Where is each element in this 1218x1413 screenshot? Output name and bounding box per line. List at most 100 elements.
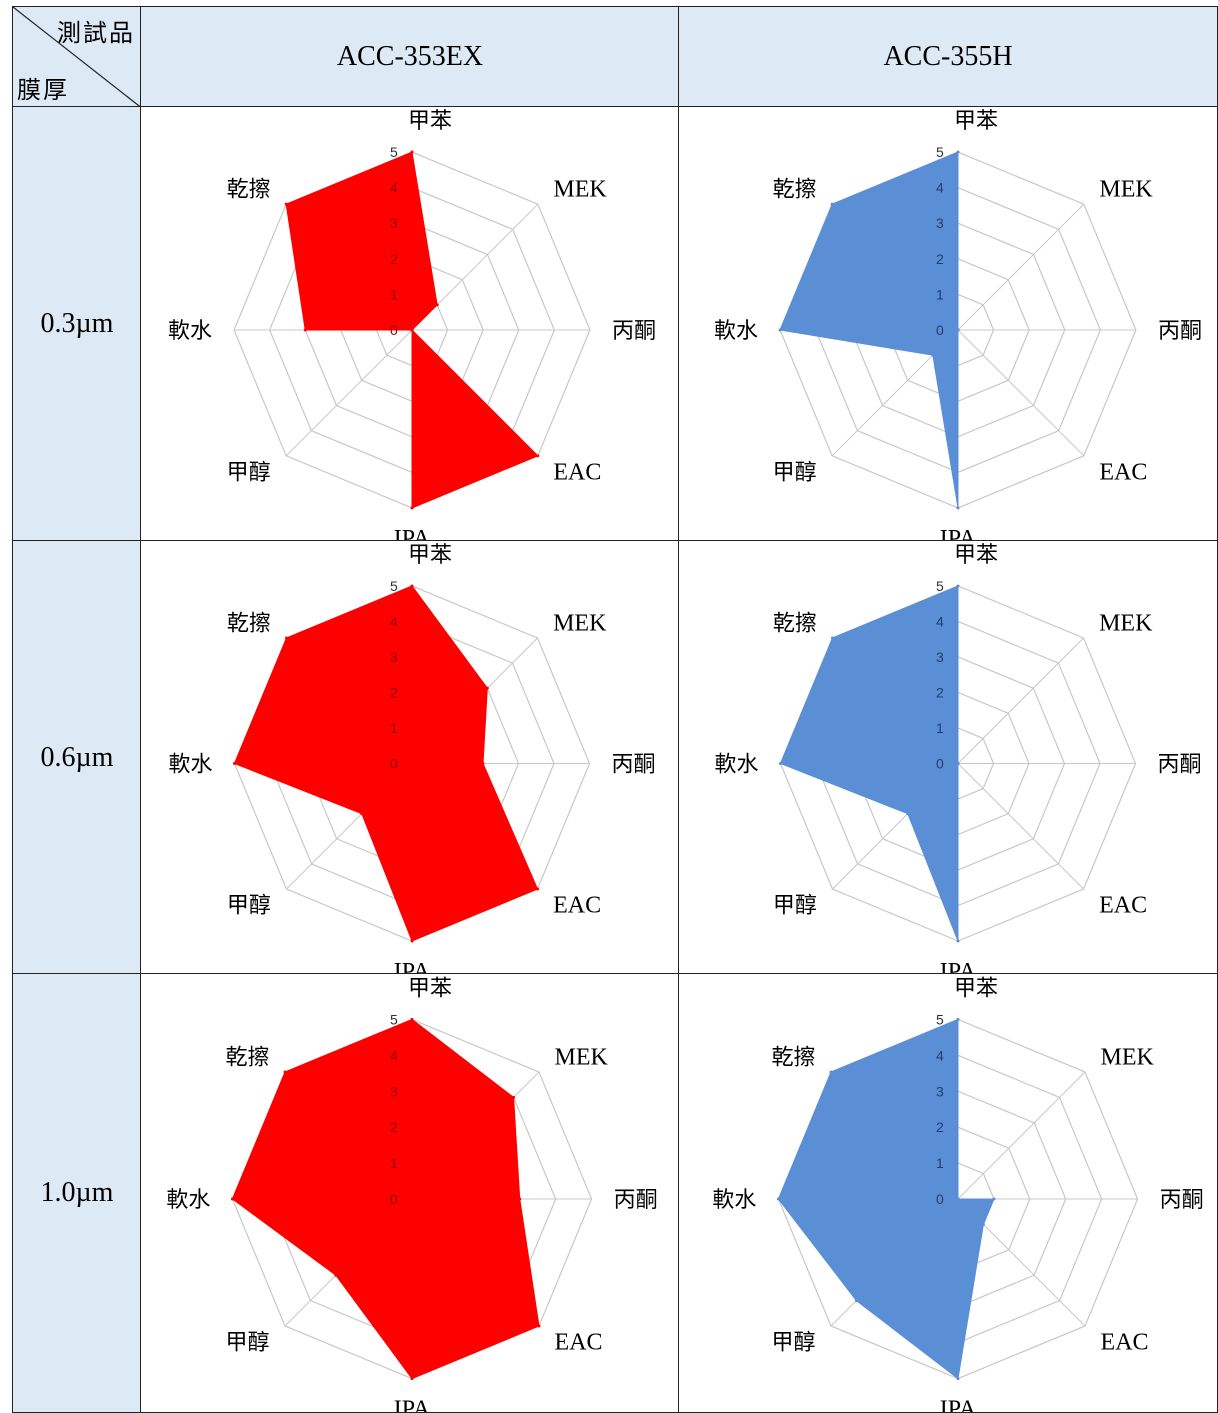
radar-axis-label-methanol: 甲醇: [227, 894, 271, 919]
radar-axis-label-eac: EAC: [1099, 893, 1147, 919]
radar-axis-label-mek: MEK: [553, 177, 607, 203]
radar-point-eac: [956, 328, 960, 332]
radar-point-dry-wipe: [830, 636, 834, 640]
radar-tick-label: 2: [936, 1119, 944, 1135]
radar-axis-label-acetone: 丙酮: [612, 319, 656, 344]
radar-spoke: [957, 329, 1085, 457]
radar-axis-label-toluene: 甲苯: [408, 109, 452, 134]
radar-axis-label-mek: MEK: [555, 1044, 609, 1070]
radar-tick-label: 1: [390, 1155, 398, 1171]
radar-series-area: [779, 585, 959, 942]
radar-chart: 0 1 2 3 4 5 甲苯 MEK 丙酮 EAC IPA 甲醇 軟水 乾擦: [714, 543, 1201, 974]
radar-axis-label-acetone: 丙酮: [612, 753, 656, 778]
radar-axis-label-methanol: 甲醇: [227, 460, 271, 485]
radar-spoke: [957, 203, 1085, 331]
row-header-0-6um: 0.6µm: [12, 540, 142, 975]
radar-axis-label-methanol: 甲醇: [225, 1331, 269, 1356]
radar-tick-label: 2: [390, 1119, 398, 1135]
radar-point-soft-water: [303, 328, 307, 332]
radar-point-mek: [435, 303, 439, 307]
radar-point-ipa: [956, 1377, 960, 1381]
radar-axis-label-acetone: 丙酮: [1160, 1188, 1204, 1213]
radar-tick-label: 5: [390, 578, 398, 594]
radar-point-mek: [956, 1197, 960, 1201]
radar-axis-label-dry-wipe: 乾擦: [227, 178, 271, 203]
radar-point-acetone: [992, 1197, 996, 1201]
radar-point-soft-water: [778, 328, 782, 332]
radar-tick-label: 4: [936, 1047, 944, 1063]
radar-axis-label-eac: EAC: [1099, 459, 1147, 485]
corner-diagonal: [13, 7, 143, 109]
radar-tick-label: 5: [936, 578, 944, 594]
radar-axis-label-methanol: 甲醇: [773, 894, 817, 919]
radar-axis-label-toluene: 甲苯: [954, 976, 998, 1001]
radar-axis-label-toluene: 甲苯: [954, 109, 998, 134]
radar-point-toluene: [956, 584, 960, 588]
radar-point-toluene: [410, 584, 414, 588]
radar-point-soft-water: [232, 762, 236, 765]
radar-point-methanol: [931, 353, 935, 357]
radar-axis-label-methanol: 甲醇: [771, 1331, 815, 1356]
radar-point-eac: [536, 454, 540, 458]
radar-series-area: [777, 1018, 995, 1380]
radar-point-ipa: [956, 506, 960, 510]
radar-tick-label: 4: [390, 180, 398, 196]
radar-axis-label-ipa: IPA: [394, 1397, 431, 1412]
radar-chart: 0 1 2 3 4 5 甲苯 MEK 丙酮 EAC IPA 甲醇 軟水 乾擦: [166, 976, 658, 1412]
column-header-label: ACC-355H: [883, 41, 1013, 72]
radar-tick-label: 2: [390, 684, 398, 700]
column-header-acc353ex: ACC-353EX: [140, 6, 680, 108]
radar-axis-label-soft-water: 軟水: [714, 319, 758, 344]
radar-axis-label-dry-wipe: 乾擦: [773, 611, 817, 636]
radar-axis-label-eac: EAC: [553, 459, 601, 485]
radar-point-dry-wipe: [829, 1070, 833, 1074]
radar-spoke: [285, 329, 413, 457]
table-corner: 測試品 膜厚: [12, 6, 143, 109]
row-header-label: 0.3µm: [40, 308, 114, 339]
radar-series-area: [779, 151, 959, 509]
radar-spoke: [957, 1071, 1086, 1200]
radar-axis-label-eac: EAC: [1101, 1330, 1149, 1356]
radar-axis-label-mek: MEK: [1099, 177, 1153, 203]
radar-axis-label-eac: EAC: [553, 893, 601, 919]
radar-axis-label-acetone: 丙酮: [614, 1188, 658, 1213]
radar-axis-label-toluene: 甲苯: [408, 976, 452, 1001]
radar-point-ipa: [410, 939, 414, 943]
radar-axis-label-methanol: 甲醇: [773, 460, 817, 485]
radar-chart-cell: 0 1 2 3 4 5 甲苯 MEK 丙酮 EAC IPA 甲醇 軟水 乾擦: [140, 973, 680, 1413]
radar-axis-label-ipa: IPA: [394, 959, 431, 974]
radar-chart-cell: 0 1 2 3 4 5 甲苯 MEK 丙酮 EAC IPA 甲醇 軟水 乾擦: [140, 540, 680, 975]
radar-point-toluene: [410, 150, 414, 154]
radar-point-toluene: [956, 150, 960, 154]
radar-tick-label: 0: [390, 756, 398, 772]
radar-tick-label: 2: [936, 684, 944, 700]
radar-point-eac: [956, 762, 960, 765]
radar-axis-label-ipa: IPA: [940, 959, 977, 974]
radar-point-ipa: [410, 1377, 414, 1381]
radar-point-toluene: [410, 1017, 414, 1021]
radar-tick-label: 0: [936, 322, 944, 338]
radar-tick-label: 1: [936, 720, 944, 736]
radar-chart: 0 1 2 3 4 5 甲苯 MEK 丙酮 EAC IPA 甲醇 軟水 乾擦: [168, 543, 656, 974]
radar-series-area: [231, 1018, 540, 1380]
radar-point-ipa: [956, 939, 960, 943]
radar-tick-label: 0: [390, 322, 398, 338]
radar-point-acetone: [481, 762, 485, 765]
radar-point-methanol: [906, 812, 910, 816]
radar-axis-label-dry-wipe: 乾擦: [225, 1045, 269, 1070]
radar-axis-label-acetone: 丙酮: [1158, 319, 1202, 344]
radar-axis-label-eac: EAC: [555, 1330, 603, 1356]
radar-chart-cell: 0 1 2 3 4 5 甲苯 MEK 丙酮 EAC IPA 甲醇 軟水 乾擦: [678, 106, 1218, 542]
column-header-label: ACC-353EX: [336, 41, 484, 72]
radar-tick-label: 3: [390, 649, 398, 665]
radar-point-ipa: [410, 506, 414, 510]
radar-point-soft-water: [230, 1197, 234, 1201]
radar-point-soft-water: [778, 762, 782, 765]
radar-tick-label: 5: [936, 1011, 944, 1027]
radar-point-toluene: [956, 1017, 960, 1021]
radar-tick-label: 1: [936, 286, 944, 302]
radar-axis-label-mek: MEK: [1101, 1044, 1155, 1070]
corner-label-product: 測試品: [57, 19, 135, 47]
radar-point-eac: [981, 1222, 985, 1226]
radar-point-mek: [485, 686, 489, 690]
